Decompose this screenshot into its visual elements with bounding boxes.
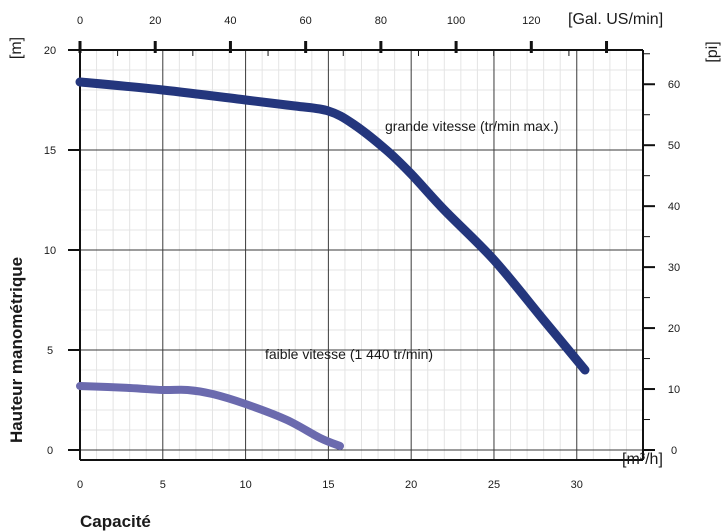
x-unit-label: [m³/h] (622, 451, 663, 468)
y-axis-title: Hauteur manométrique (7, 257, 26, 443)
top-axis-ticks: 0 20 40 60 80 100 120 (77, 15, 609, 56)
y-tick-label: 20 (44, 45, 56, 57)
x-tick-label: 0 (77, 479, 83, 491)
right-tick-label: 50 (668, 140, 680, 152)
right-tick-label: 0 (671, 445, 677, 457)
x-tick-label: 5 (160, 479, 166, 491)
plot-frame (79, 49, 644, 461)
y-tick-label: 0 (47, 445, 53, 457)
y-axis-ticks: 0 5 10 15 20 (44, 45, 80, 457)
top-unit-label: [Gal. US/min] (568, 11, 663, 28)
x-axis-title: Capacité (80, 512, 151, 531)
x-axis-ticks: 0 5 10 15 20 25 30 (77, 479, 583, 491)
right-tick-label: 60 (668, 79, 680, 91)
y-tick-label: 5 (47, 345, 53, 357)
x-tick-label: 25 (488, 479, 500, 491)
right-tick-label: 20 (668, 323, 680, 335)
right-tick-label: 40 (668, 201, 680, 213)
series-label-grande-vitesse: grande vitesse (tr/min max.) (385, 118, 559, 134)
right-tick-label: 30 (668, 262, 680, 274)
x-tick-label: 15 (322, 479, 334, 491)
top-tick-label: 0 (77, 15, 83, 27)
top-tick-label: 80 (375, 15, 387, 27)
x-tick-label: 30 (571, 479, 583, 491)
top-tick-label: 120 (522, 15, 540, 27)
top-tick-label: 60 (300, 15, 312, 27)
right-unit-label: [pi] (704, 41, 721, 62)
top-tick-label: 20 (149, 15, 161, 27)
right-axis-ticks: 0 10 20 30 40 50 60 (643, 53, 680, 457)
x-tick-label: 10 (239, 479, 251, 491)
minor-grid (80, 50, 643, 460)
series-line-faible-vitesse (76, 382, 344, 450)
x-tick-label: 20 (405, 479, 417, 491)
series-label-faible-vitesse: faible vitesse (1 440 tr/min) (265, 346, 433, 362)
right-tick-label: 10 (668, 384, 680, 396)
series-layer (75, 77, 590, 450)
top-tick-label: 100 (447, 15, 465, 27)
y-tick-label: 15 (44, 145, 56, 157)
top-tick-label: 40 (224, 15, 236, 27)
y-tick-label: 10 (44, 245, 56, 257)
y-unit-label: [m] (8, 37, 25, 59)
series-line-grande-vitesse (75, 77, 590, 375)
